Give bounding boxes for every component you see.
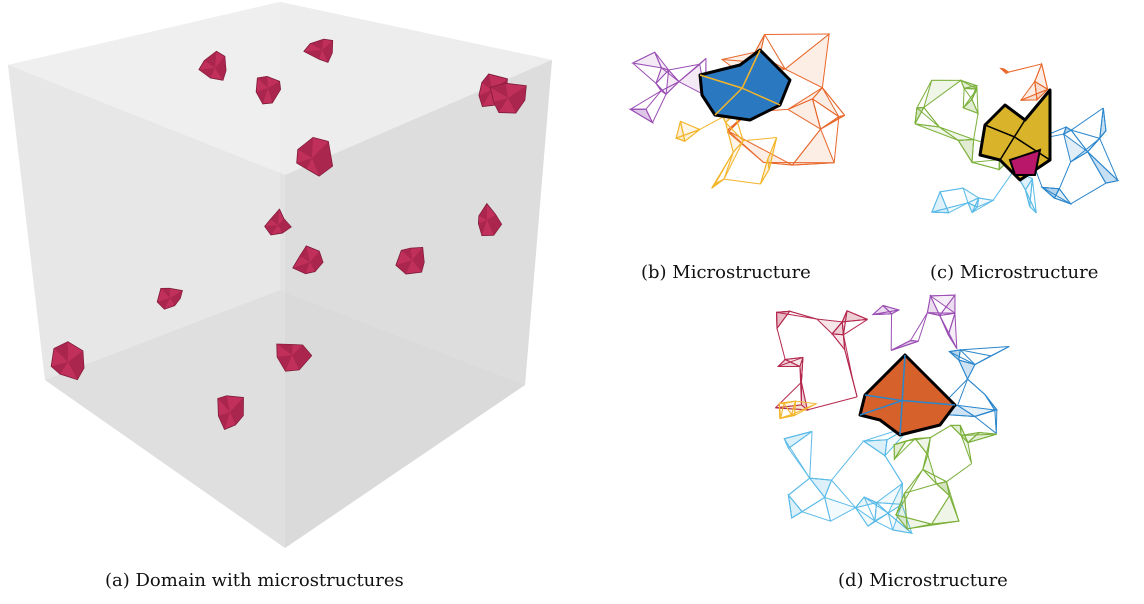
mesh-b-core xyxy=(698,48,792,122)
inclusion-7 xyxy=(264,208,292,236)
caption-d: (d) Microstructure xyxy=(838,570,1008,591)
inclusion-11 xyxy=(156,287,183,310)
inclusion-14 xyxy=(217,395,244,430)
inclusions-group xyxy=(50,38,527,430)
mesh-d-region-green xyxy=(893,424,997,531)
mesh-d-region-purple xyxy=(871,293,958,351)
mesh-d-region-red xyxy=(775,310,868,412)
caption-b: (b) Microstructure xyxy=(641,262,811,283)
mesh-d-figure xyxy=(775,293,1010,535)
panel-a: (a) Domain with microstructures xyxy=(8,2,552,591)
caption-a: (a) Domain with microstructures xyxy=(105,570,404,591)
inclusion-2 xyxy=(303,38,334,63)
inclusion-5 xyxy=(489,82,527,114)
mesh-c-figure xyxy=(914,62,1120,214)
panel-b xyxy=(620,20,870,220)
mesh-b-figure xyxy=(628,32,846,189)
mesh-b-region-purple xyxy=(628,51,707,124)
inclusion-10 xyxy=(395,246,425,275)
mesh-d-region-yellow xyxy=(778,400,818,420)
panel-c xyxy=(910,50,1140,240)
mesh-d-region-lightblue xyxy=(783,425,914,535)
inclusion-8 xyxy=(477,202,503,236)
mesh-c-region-lightblue xyxy=(931,168,1037,214)
inclusion-6 xyxy=(296,136,334,177)
caption-c: (c) Microstructure xyxy=(930,262,1099,283)
cube-domain-figure xyxy=(8,2,552,548)
panel-d xyxy=(770,290,1030,550)
mesh-c-accent xyxy=(1008,148,1042,176)
inclusion-13 xyxy=(276,343,313,372)
inclusion-12 xyxy=(50,341,85,381)
inclusion-9 xyxy=(292,245,324,275)
cube-front-right-face xyxy=(285,60,552,548)
mesh-d-core xyxy=(858,353,957,437)
mesh-c-region-orange xyxy=(999,62,1049,102)
inclusion-3 xyxy=(255,75,281,105)
cube-front-left-face xyxy=(8,65,285,548)
inclusion-1 xyxy=(198,50,227,81)
